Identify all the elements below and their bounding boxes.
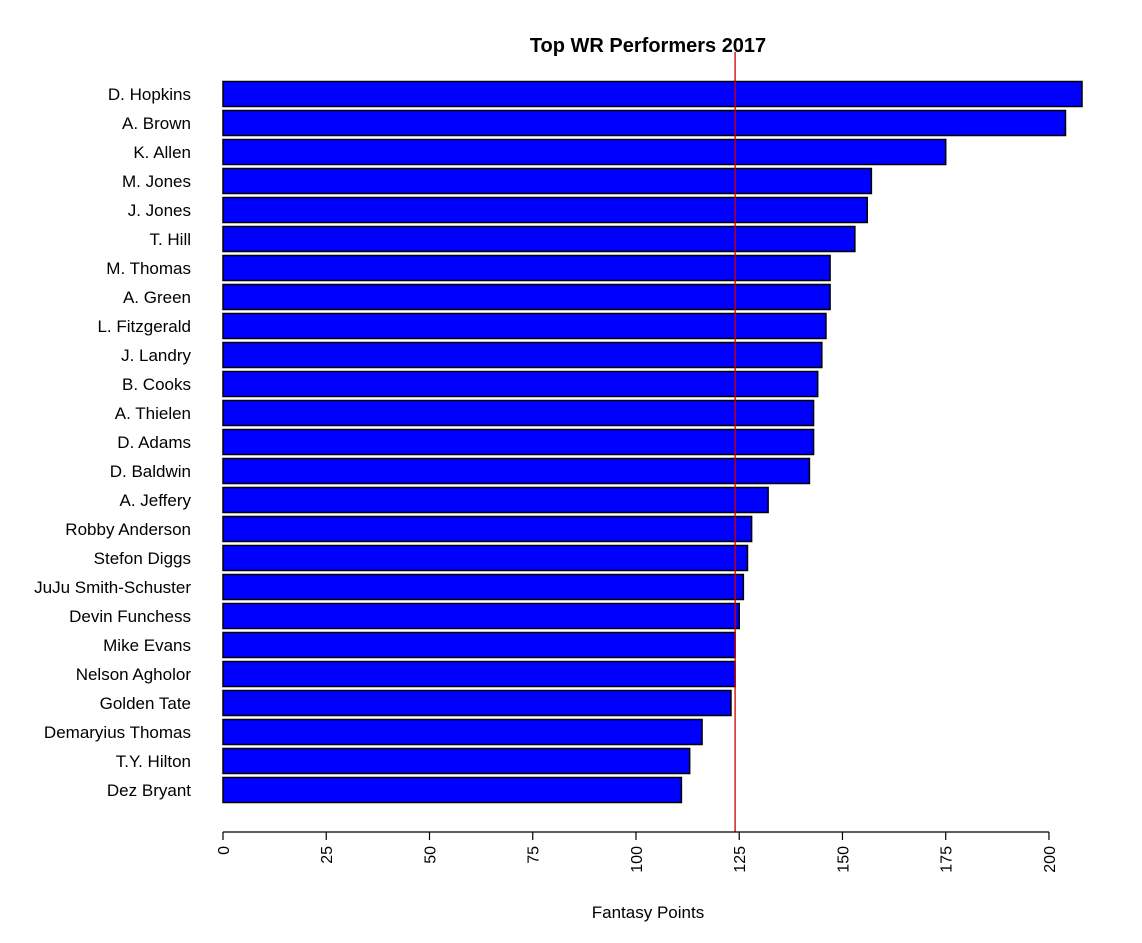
category-label: JuJu Smith-Schuster (34, 578, 191, 597)
category-label: M. Jones (122, 172, 191, 191)
category-label: J. Landry (121, 346, 191, 365)
x-tick-label: 150 (835, 846, 852, 873)
category-label: A. Brown (122, 114, 191, 133)
bar (222, 312, 827, 340)
bars-group (222, 80, 1083, 804)
bar (222, 254, 831, 282)
category-label: D. Baldwin (110, 462, 191, 481)
category-label: Nelson Agholor (76, 665, 192, 684)
x-tick-label: 25 (319, 846, 336, 864)
bar (222, 486, 769, 514)
bar (222, 138, 947, 166)
x-tick-label: 100 (629, 846, 646, 873)
bar (222, 573, 745, 601)
bar (222, 283, 831, 311)
category-label: Mike Evans (103, 636, 191, 655)
category-label: Dez Bryant (107, 781, 191, 800)
bar (222, 457, 811, 485)
bar (222, 196, 868, 224)
x-tick-label: 50 (422, 846, 439, 864)
bar (222, 515, 753, 543)
category-label: A. Jeffery (120, 491, 192, 510)
category-label: M. Thomas (106, 259, 191, 278)
bar (222, 109, 1067, 137)
category-label: Robby Anderson (65, 520, 191, 539)
category-label: A. Thielen (115, 404, 191, 423)
category-label: T.Y. Hilton (116, 752, 191, 771)
bar (222, 544, 749, 572)
bar (222, 602, 740, 630)
bar (222, 747, 691, 775)
category-label: Devin Funchess (69, 607, 191, 626)
bar (222, 631, 736, 659)
category-label: L. Fitzgerald (97, 317, 191, 336)
bar (222, 341, 823, 369)
category-label: K. Allen (133, 143, 191, 162)
x-tick-label: 200 (1042, 846, 1059, 873)
bar (222, 225, 856, 253)
category-labels: D. Hopkins A. Brown K. Allen M. Jones J. Jon… (34, 85, 191, 800)
x-axis: 0 25 50 75 100 125 150 175 200 (216, 831, 1059, 873)
x-axis-title: Fantasy Points (592, 903, 704, 922)
bar (222, 370, 819, 398)
category-label: Demaryius Thomas (44, 723, 191, 742)
x-tick-label: 125 (732, 846, 749, 873)
x-tick-label: 175 (939, 846, 956, 873)
bar (222, 167, 873, 195)
category-label: Golden Tate (100, 694, 191, 713)
bar (222, 399, 815, 427)
category-label: Stefon Diggs (94, 549, 191, 568)
bar (222, 660, 736, 688)
bar (222, 689, 732, 717)
bar (222, 776, 683, 804)
x-tick-label: 0 (216, 846, 233, 855)
x-tick-label: 75 (526, 846, 543, 864)
category-label: T. Hill (149, 230, 191, 249)
chart-title: Top WR Performers 2017 (530, 35, 766, 57)
category-label: D. Adams (117, 433, 191, 452)
category-label: B. Cooks (122, 375, 191, 394)
category-label: D. Hopkins (108, 85, 191, 104)
category-label: A. Green (123, 288, 191, 307)
bar (222, 718, 703, 746)
bar (222, 428, 815, 456)
bar (222, 80, 1083, 108)
category-label: J. Jones (128, 201, 191, 220)
